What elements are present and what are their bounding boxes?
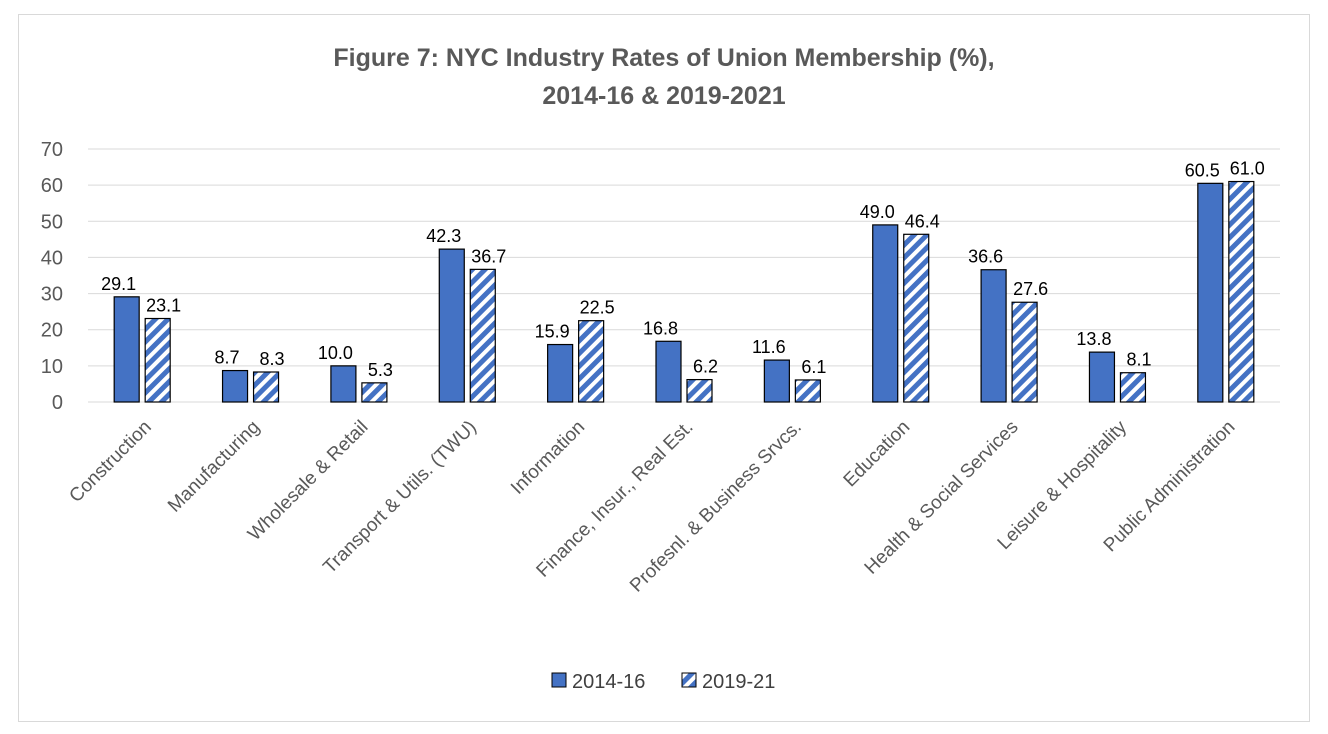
legend-swatch-2014-16: [551, 672, 567, 688]
bar-2014-16-3: [438, 248, 465, 403]
chart-title-line2: 2014-16 & 2019-2021: [542, 82, 785, 110]
y-tick-label: 10: [41, 356, 63, 378]
legend: 2014-16 2019-21: [551, 671, 775, 693]
bar-2019-21-1: [252, 371, 280, 403]
bar-2014-16-0: [113, 296, 140, 403]
data-label: 36.7: [471, 246, 506, 266]
data-label: 6.1: [801, 357, 826, 377]
data-label: 60.5: [1185, 160, 1220, 180]
bar-2014-16-2: [330, 365, 357, 403]
bars: [113, 180, 1255, 403]
legend-label-2019-21: 2019-21: [702, 671, 775, 693]
bar-2014-16-1: [221, 369, 249, 403]
bar-2019-21-7: [903, 233, 930, 403]
x-tick-label: Manufacturing: [164, 417, 264, 517]
chart-title-line1: Figure 7: NYC Industry Rates of Union Me…: [333, 44, 994, 72]
data-label: 42.3: [426, 226, 461, 246]
legend-swatch-2019-21: [681, 672, 697, 688]
data-label: 6.2: [693, 357, 718, 377]
bar-2014-16-9: [1088, 351, 1116, 403]
data-label: 27.6: [1013, 279, 1048, 299]
y-tick-label: 70: [41, 139, 63, 161]
x-tick-label: Information: [507, 417, 589, 499]
bar-2019-21-5: [686, 378, 713, 403]
bar-2019-21-4: [578, 320, 605, 403]
bar-2019-21-10: [1228, 180, 1255, 403]
legend-label-2014-16: 2014-16: [572, 671, 645, 693]
data-label: 8.3: [260, 349, 285, 369]
y-tick-label: 30: [41, 284, 63, 306]
data-label: 8.7: [215, 348, 240, 368]
y-tick-label: 50: [41, 211, 63, 233]
data-label: 15.9: [535, 322, 570, 342]
y-tick-label: 40: [41, 247, 63, 269]
x-tick-label: Construction: [65, 417, 155, 507]
data-label: 11.6: [752, 337, 786, 357]
data-label: 61.0: [1230, 159, 1265, 179]
bar-2014-16-10: [1197, 182, 1224, 403]
x-tick-label: Education: [840, 417, 915, 492]
data-label: 13.8: [1076, 329, 1111, 349]
data-label: 22.5: [580, 298, 615, 318]
bar-2019-21-2: [361, 382, 388, 403]
gridlines: [88, 148, 1280, 403]
bar-2014-16-6: [763, 359, 790, 403]
y-axis: 0 10 20 30 40 50 60 70: [41, 139, 63, 414]
data-label: 29.1: [101, 274, 136, 294]
y-tick-label: 20: [41, 320, 63, 342]
bar-2014-16-8: [980, 269, 1007, 403]
data-label: 8.1: [1126, 350, 1151, 370]
data-label: 5.3: [368, 360, 393, 380]
bar-2019-21-9: [1119, 372, 1147, 403]
x-tick-label: Profesnl. & Business Srvcs.: [626, 417, 806, 597]
data-label: 49.0: [860, 202, 895, 222]
data-label: 10.0: [318, 343, 353, 363]
data-labels: 29.1 23.1 8.7 8.3 10.0 5.3 42.3 36.7 15.9 22.5 16.…: [101, 159, 1265, 380]
data-label: 23.1: [146, 296, 181, 316]
bar-2019-21-6: [794, 379, 821, 403]
x-tick-label: Wholesale & Retail: [244, 417, 372, 545]
bar-2019-21-0: [144, 317, 171, 403]
data-label: 36.6: [968, 247, 1003, 267]
y-tick-label: 60: [41, 175, 63, 197]
bar-2014-16-4: [547, 343, 574, 403]
bar-2014-16-5: [655, 340, 682, 403]
bar-2014-16-7: [872, 224, 899, 403]
bar-2019-21-8: [1011, 301, 1038, 403]
bar-2019-21-3: [469, 268, 496, 403]
data-label: 46.4: [905, 211, 940, 231]
data-label: 16.8: [643, 318, 678, 338]
y-tick-label: 0: [52, 392, 63, 414]
